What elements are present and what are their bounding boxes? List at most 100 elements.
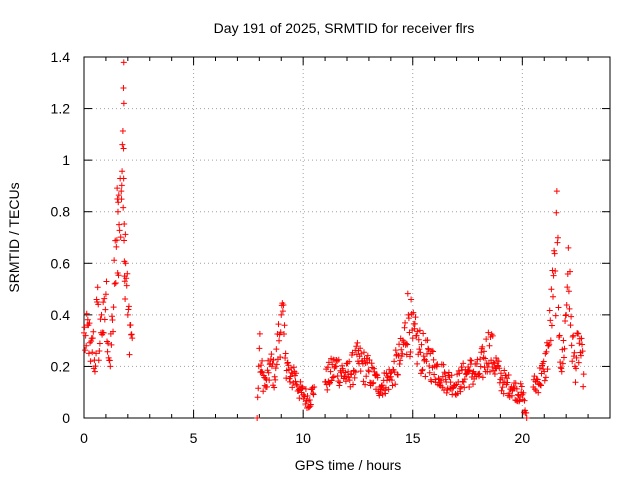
data-point (267, 356, 274, 363)
data-point (442, 370, 449, 377)
data-point (512, 380, 519, 387)
data-point (415, 336, 422, 343)
data-point (273, 346, 280, 353)
data-point (369, 380, 376, 387)
data-point (473, 360, 480, 367)
data-point (573, 354, 580, 361)
data-point (560, 337, 567, 344)
data-point (120, 145, 127, 152)
data-point (128, 331, 135, 338)
data-point (88, 335, 95, 342)
data-point (93, 350, 100, 357)
data-point (379, 382, 386, 389)
data-point (113, 243, 120, 250)
data-point (571, 349, 578, 356)
data-point (455, 367, 462, 374)
data-point (276, 337, 283, 344)
data-point (120, 100, 127, 107)
data-point (478, 349, 485, 356)
data-point (518, 383, 525, 390)
data-point (506, 390, 513, 397)
data-point (557, 359, 564, 366)
data-point (461, 376, 468, 383)
data-point (83, 342, 90, 349)
data-point (538, 370, 545, 377)
data-point (129, 335, 136, 342)
data-point (348, 370, 355, 377)
data-point (394, 371, 401, 378)
data-point (565, 244, 572, 251)
data-point (563, 311, 570, 318)
data-point (107, 363, 114, 370)
data-point (370, 365, 377, 372)
data-point (353, 343, 360, 350)
data-point (282, 350, 289, 357)
data-point (500, 390, 507, 397)
data-point (329, 361, 336, 368)
data-point (479, 343, 486, 350)
data-point (82, 332, 89, 339)
data-point (401, 324, 408, 331)
data-point (467, 357, 474, 364)
data-point (342, 378, 349, 385)
data-point (523, 409, 530, 416)
data-point (405, 311, 412, 318)
data-point (87, 358, 94, 365)
data-point (445, 369, 452, 376)
data-point (287, 378, 294, 385)
data-point (278, 311, 285, 318)
data-point (330, 373, 337, 380)
data-point (308, 386, 315, 393)
data-point (108, 313, 115, 320)
data-point (352, 369, 359, 376)
data-point (397, 357, 404, 364)
data-point (359, 360, 366, 367)
data-point (98, 311, 105, 318)
data-point (482, 355, 489, 362)
data-point (562, 312, 569, 319)
data-point (104, 348, 111, 355)
data-point (392, 381, 399, 388)
data-point (111, 280, 118, 287)
data-point (394, 371, 401, 378)
y-tick-label: 0 (62, 410, 70, 426)
data-point (470, 381, 477, 388)
data-point (83, 310, 90, 317)
data-point (521, 397, 528, 404)
data-point (438, 377, 445, 384)
data-point (457, 383, 464, 390)
data-point (392, 347, 399, 354)
data-point (501, 367, 508, 374)
data-point (419, 366, 426, 373)
data-point (402, 319, 409, 326)
data-point (420, 353, 427, 360)
data-point (560, 354, 567, 361)
data-point (546, 307, 553, 314)
data-point (283, 375, 290, 382)
data-point (428, 347, 435, 354)
data-point (365, 368, 372, 375)
data-point (569, 358, 576, 365)
data-point (447, 379, 454, 386)
data-point (379, 391, 386, 398)
data-point (549, 267, 556, 274)
data-point (118, 182, 125, 189)
data-point (554, 239, 561, 246)
data-point (99, 329, 106, 336)
data-point (121, 220, 128, 227)
data-point (325, 359, 332, 366)
data-point (384, 373, 391, 380)
data-point (465, 363, 472, 370)
data-point (559, 360, 566, 367)
data-point (265, 369, 272, 376)
data-point (552, 268, 559, 275)
data-point (565, 288, 572, 295)
data-point (301, 393, 308, 400)
data-point (271, 373, 278, 380)
data-point (104, 338, 111, 345)
data-point (403, 351, 410, 358)
data-point (363, 355, 370, 362)
data-point (366, 356, 373, 363)
data-point (426, 363, 433, 370)
data-point (491, 370, 498, 377)
